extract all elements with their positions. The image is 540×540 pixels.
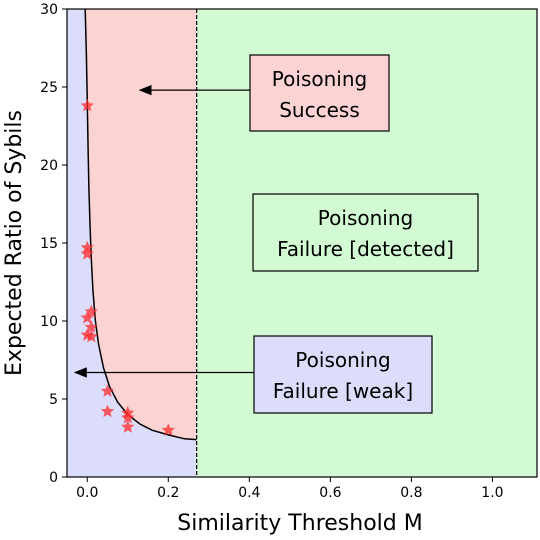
x-axis-title: Similarity Threshold M: [177, 511, 422, 536]
x-tick-label: 0.6: [319, 485, 341, 501]
data-point-star: [121, 410, 135, 424]
data-point-star: [80, 246, 94, 260]
annotation-detected-box: [252, 193, 479, 272]
x-tick-label: 0.4: [238, 485, 260, 501]
boundary-curve: [84, 8, 197, 441]
y-tick-label: 30: [40, 2, 58, 18]
data-point-star: [100, 404, 115, 418]
data-point-star: [84, 329, 98, 343]
y-axis-title: Expected Ratio of Sybils: [2, 110, 27, 376]
x-tick-label: 0.0: [76, 485, 98, 501]
annotation-detected-line: Poisoning: [318, 206, 413, 230]
data-marks: [80, 8, 198, 477]
data-point-star: [84, 304, 98, 318]
annotation-detected-line: Failure [detected]: [277, 237, 454, 261]
annotation-weak-line: Poisoning: [295, 348, 390, 372]
annotation-success-line: Poisoning: [272, 67, 367, 91]
y-tick-label: 0: [49, 470, 58, 486]
annotation-success-box: [249, 54, 390, 132]
x-tick-label: 0.2: [157, 485, 179, 501]
x-tick-label: 1.0: [481, 485, 503, 501]
data-point-star: [80, 240, 94, 254]
annotation-weak-line: Failure [weak]: [273, 379, 413, 403]
data-point-star: [161, 423, 175, 436]
axes: 0.0 0.2 0.4 0.6 0.8 1.0 0 5 10 15 20 25 30: [40, 2, 538, 501]
y-tick-label: 15: [40, 236, 58, 252]
annotation-success-line: Success: [279, 98, 360, 122]
annotation-weak-box: [253, 335, 433, 414]
y-tick-label: 10: [40, 314, 58, 330]
y-tick-label: 20: [40, 158, 58, 174]
data-point-star: [80, 98, 94, 112]
data-point-star: [84, 320, 98, 333]
y-tick-label: 25: [40, 80, 58, 96]
region-success: [85, 9, 197, 440]
x-tick-label: 0.8: [400, 485, 422, 501]
data-point-star: [100, 384, 115, 397]
annotations: Poisoning Success Poisoning Failure [detect…: [73, 54, 479, 414]
data-point-star: [121, 420, 135, 433]
y-tick-label: 5: [49, 392, 58, 408]
